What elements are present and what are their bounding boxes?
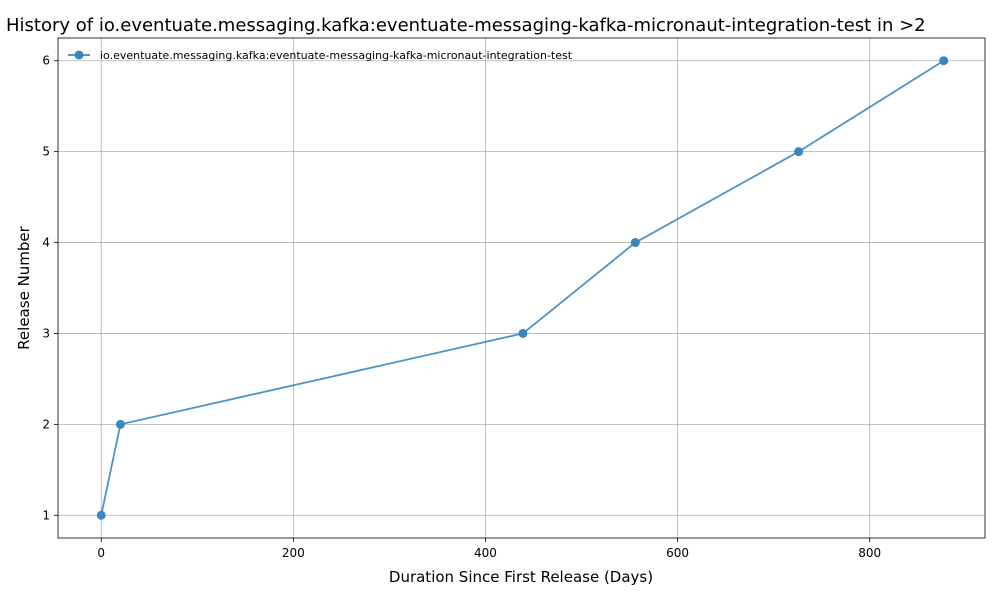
y-tick-label: 1 [42,508,50,522]
y-tick-label: 6 [42,54,50,68]
legend-marker [74,50,84,60]
data-point [630,238,640,248]
data-point [115,419,125,429]
series-layer [96,56,949,520]
grid [58,38,985,538]
ticks: 0 200 400 600 800 1 2 3 4 5 6 [42,54,881,560]
x-tick-label: 200 [282,546,305,560]
x-tick-label: 800 [858,546,881,560]
legend-entry-label: io.eventuate.messaging.kafka:eventuate-m… [100,49,573,62]
data-point [939,56,949,66]
chart-title: History of io.eventuate.messaging.kafka:… [6,15,926,36]
y-tick-label: 5 [42,145,50,159]
x-axis-label: Duration Since First Release (Days) [389,568,653,586]
x-tick-label: 0 [97,546,105,560]
y-tick-label: 3 [42,326,50,340]
x-tick-label: 600 [666,546,689,560]
y-axis-label: Release Number [15,225,33,349]
series-line [100,59,945,516]
plot-frame [57,37,986,539]
x-tick-label: 400 [474,546,497,560]
data-point [518,328,528,338]
data-point [96,510,106,520]
y-tick-label: 4 [42,236,50,250]
axes [57,37,986,539]
legend: io.eventuate.messaging.kafka:eventuate-m… [68,49,573,62]
y-tick-label: 2 [42,417,50,431]
data-point [794,147,804,157]
